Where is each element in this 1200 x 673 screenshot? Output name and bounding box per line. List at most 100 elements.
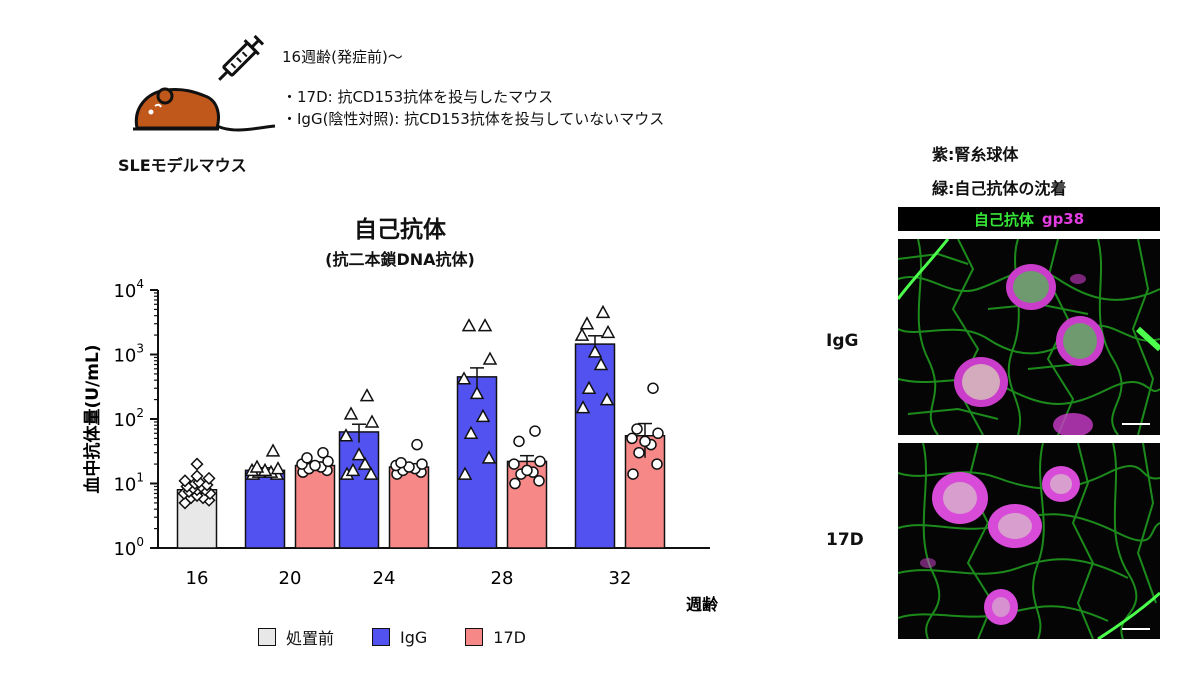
x-tick-label: 28 bbox=[491, 568, 514, 589]
x-tick-label: 32 bbox=[609, 568, 632, 589]
data-point-circle bbox=[416, 458, 428, 470]
legend-label: 17D bbox=[493, 627, 526, 647]
data-point-triangle bbox=[456, 371, 472, 385]
mouse-model-label: SLEモデルマウス bbox=[118, 156, 247, 175]
micro-legend-green: 緑:自己抗体の沈着 bbox=[932, 179, 1067, 198]
data-point-circle bbox=[647, 382, 659, 394]
legend-swatch bbox=[372, 628, 391, 646]
data-point-circle bbox=[639, 435, 651, 448]
bar-17D-20 bbox=[294, 464, 336, 549]
x-axis-label: 週齢 bbox=[686, 595, 719, 614]
legend-item-処置前: 処置前 bbox=[258, 625, 334, 649]
bar-IgG-32 bbox=[574, 343, 616, 549]
legend-label: IgG bbox=[400, 627, 428, 647]
data-point-triangle bbox=[469, 385, 485, 400]
data-point-circle bbox=[631, 423, 643, 435]
data-point-triangle bbox=[587, 344, 603, 358]
channel-label-gp38: gp38 bbox=[1041, 210, 1085, 228]
data-point-circle bbox=[513, 435, 525, 448]
data-point-triangle bbox=[270, 461, 286, 475]
micro-row-label-igg: IgG bbox=[826, 331, 859, 351]
x-tick-label: 16 bbox=[186, 568, 209, 589]
treatment-start-age: 16週齢(発症前)〜 bbox=[282, 48, 403, 66]
chart-legend: 処置前 IgG 17D bbox=[258, 624, 564, 650]
channel-label-autoantibody: 自己抗体 bbox=[973, 210, 1034, 229]
sle-mouse-illustration bbox=[133, 34, 276, 132]
x-tick-label: 20 bbox=[279, 568, 302, 589]
kidney-section-igg-image bbox=[898, 239, 1160, 435]
data-point-circle bbox=[301, 452, 313, 464]
legend-label: 処置前 bbox=[286, 629, 335, 648]
data-point-triangle bbox=[482, 351, 498, 365]
y-tick-label: 101 bbox=[113, 471, 144, 496]
data-point-triangle bbox=[579, 316, 595, 330]
micrograph-igg bbox=[898, 239, 1160, 435]
data-point-circle bbox=[508, 458, 520, 470]
data-point-diamond bbox=[190, 457, 204, 471]
data-point-circle bbox=[626, 432, 638, 445]
chart-subtitle: (抗二本鎖DNA抗体) bbox=[325, 250, 475, 269]
micro-channel-header: 自己抗体 gp38 bbox=[898, 207, 1160, 231]
legend-swatch bbox=[258, 628, 276, 646]
data-point-triangle bbox=[581, 380, 597, 394]
bar-chart: 100 101 102 103 104 血中抗体量(U/mL) 16 20 24 28 32 週齢 bbox=[82, 277, 719, 614]
data-point-diamond bbox=[190, 469, 204, 483]
micrograph-17d bbox=[898, 443, 1160, 639]
data-point-triangle bbox=[461, 318, 477, 332]
syringe-icon bbox=[218, 34, 265, 81]
data-point-circle bbox=[651, 458, 663, 470]
data-point-circle bbox=[652, 427, 664, 440]
data-point-triangle bbox=[364, 414, 380, 428]
data-point-triangle bbox=[249, 459, 265, 473]
data-point-triangle bbox=[359, 388, 375, 402]
data-point-circle bbox=[395, 456, 407, 469]
legend-item-17D: 17D bbox=[465, 628, 526, 647]
data-point-triangle bbox=[363, 466, 379, 480]
bar-17D-24 bbox=[388, 466, 430, 549]
data-point-triangle bbox=[477, 318, 493, 332]
data-point-circle bbox=[529, 425, 541, 437]
data-point-triangle bbox=[475, 408, 491, 423]
group-description-17d: ・17D: 抗CD153抗体を投与したマウス bbox=[282, 88, 554, 106]
data-point-triangle bbox=[481, 450, 497, 464]
data-point-circle bbox=[411, 438, 423, 451]
data-point-diamond bbox=[202, 471, 216, 485]
data-point-triangle bbox=[599, 392, 615, 406]
data-point-circle bbox=[521, 464, 533, 477]
data-point-circle bbox=[534, 455, 546, 468]
y-tick-label: 103 bbox=[113, 342, 144, 367]
kidney-section-17d-image bbox=[898, 443, 1160, 639]
data-point-triangle bbox=[345, 462, 361, 477]
data-point-triangle bbox=[600, 324, 616, 339]
micro-row-label-17d: 17D bbox=[826, 530, 864, 550]
data-point-triangle bbox=[338, 428, 354, 442]
data-point-circle bbox=[533, 475, 545, 487]
bar-IgG-20 bbox=[244, 469, 286, 549]
data-point-triangle bbox=[357, 456, 373, 470]
data-point-circle bbox=[633, 446, 645, 459]
data-point-circle bbox=[317, 446, 329, 459]
data-point-circle bbox=[309, 459, 321, 472]
y-axis-label: 血中抗体量(U/mL) bbox=[82, 344, 103, 493]
data-point-diamond bbox=[178, 474, 192, 488]
data-point-triangle bbox=[574, 327, 590, 341]
data-point-triangle bbox=[265, 443, 281, 457]
y-tick-label: 100 bbox=[113, 535, 144, 560]
legend-swatch bbox=[465, 628, 484, 646]
legend-item-IgG: IgG bbox=[372, 628, 427, 647]
data-point-circle bbox=[322, 455, 334, 468]
micro-legend-purple: 紫:腎糸球体 bbox=[932, 145, 1019, 164]
y-tick-label: 104 bbox=[113, 277, 144, 302]
data-point-triangle bbox=[575, 400, 591, 414]
y-tick-label: 102 bbox=[113, 406, 144, 431]
data-point-triangle bbox=[593, 356, 609, 371]
data-point-triangle bbox=[595, 304, 611, 319]
x-tick-label: 24 bbox=[373, 568, 396, 589]
data-point-triangle bbox=[457, 466, 473, 480]
data-point-triangle bbox=[463, 425, 479, 440]
data-point-circle bbox=[627, 468, 639, 480]
data-point-circle bbox=[509, 477, 521, 490]
chart-title: 自己抗体 bbox=[354, 217, 446, 243]
group-description-igg: ・IgG(陰性対照): 抗CD153抗体を投与していないマウス bbox=[282, 110, 665, 128]
data-point-triangle bbox=[351, 447, 367, 461]
